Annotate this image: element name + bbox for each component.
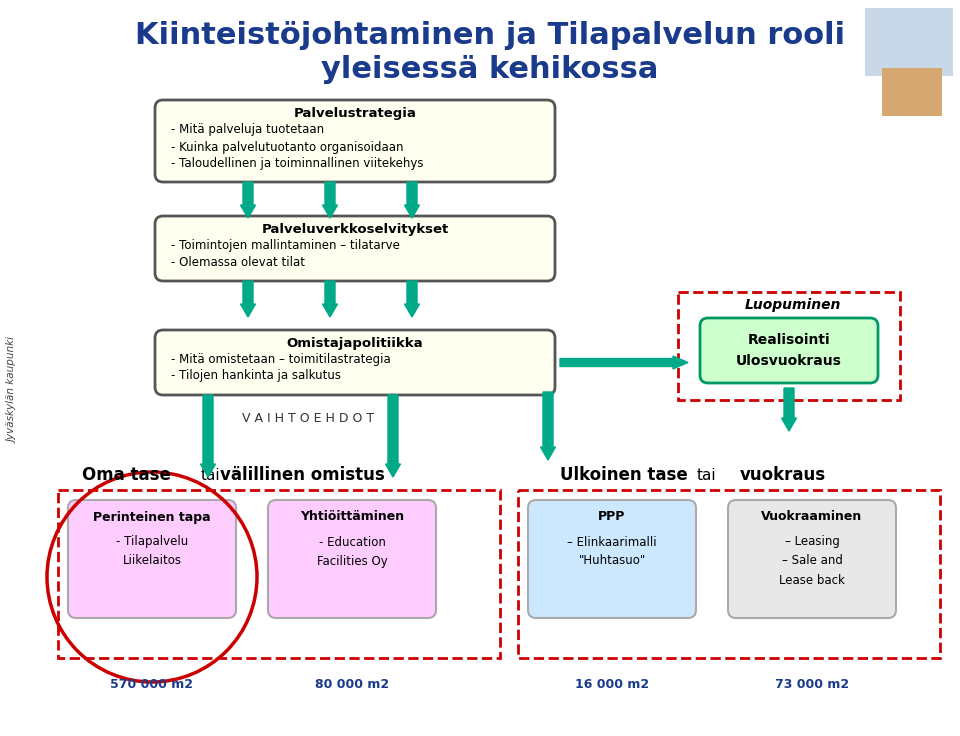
Polygon shape bbox=[540, 392, 556, 460]
Text: - Education: - Education bbox=[319, 536, 385, 548]
Text: välillinen omistus: välillinen omistus bbox=[220, 466, 384, 484]
Text: "Huhtasuo": "Huhtasuo" bbox=[578, 554, 646, 567]
Text: 16 000 m2: 16 000 m2 bbox=[575, 679, 649, 692]
Text: Luopuminen: Luopuminen bbox=[745, 298, 841, 312]
Text: Facilities Oy: Facilities Oy bbox=[317, 554, 388, 567]
Text: 80 000 m2: 80 000 m2 bbox=[315, 679, 389, 692]
Text: Realisointi
Ulosvuokraus: Realisointi Ulosvuokraus bbox=[736, 333, 842, 368]
Polygon shape bbox=[323, 182, 338, 218]
Text: - Taloudellinen ja toiminnallinen viitekehys: - Taloudellinen ja toiminnallinen viitek… bbox=[171, 158, 423, 171]
Text: Vuokraaminen: Vuokraaminen bbox=[761, 511, 863, 523]
Bar bbox=[678, 292, 900, 400]
Text: - Toimintojen mallintaminen – tilatarve: - Toimintojen mallintaminen – tilatarve bbox=[171, 238, 400, 252]
Bar bbox=[58, 490, 500, 658]
Text: Palveluverkkoselvitykset: Palveluverkkoselvitykset bbox=[261, 222, 448, 236]
FancyBboxPatch shape bbox=[155, 100, 555, 182]
Polygon shape bbox=[241, 281, 255, 317]
Text: Lease back: Lease back bbox=[780, 573, 845, 587]
Text: 73 000 m2: 73 000 m2 bbox=[775, 679, 849, 692]
Polygon shape bbox=[560, 356, 688, 369]
Text: - Mitä palveluja tuotetaan: - Mitä palveluja tuotetaan bbox=[171, 124, 324, 136]
Text: Perinteinen tapa: Perinteinen tapa bbox=[93, 511, 211, 523]
Text: Ulkoinen tase: Ulkoinen tase bbox=[560, 466, 687, 484]
Text: – Elinkaarimalli: – Elinkaarimalli bbox=[567, 536, 657, 548]
Text: Kiinteistöjohtaminen ja Tilapalvelun rooli: Kiinteistöjohtaminen ja Tilapalvelun roo… bbox=[135, 21, 845, 51]
Bar bbox=[518, 490, 940, 658]
Bar bbox=[882, 68, 942, 116]
Text: - Mitä omistetaan – toimitilastrategia: - Mitä omistetaan – toimitilastrategia bbox=[171, 353, 391, 366]
Text: - Tilojen hankinta ja salkutus: - Tilojen hankinta ja salkutus bbox=[171, 369, 341, 383]
Text: – Leasing: – Leasing bbox=[784, 536, 839, 548]
Text: V A I H T O E H D O T: V A I H T O E H D O T bbox=[242, 411, 374, 425]
Text: Oma tase: Oma tase bbox=[82, 466, 171, 484]
Polygon shape bbox=[201, 395, 215, 477]
Text: 570 000 m2: 570 000 m2 bbox=[110, 679, 194, 692]
Text: Palvelustrategia: Palvelustrategia bbox=[294, 107, 417, 121]
Text: Omistajapolitiikka: Omistajapolitiikka bbox=[287, 336, 423, 350]
FancyBboxPatch shape bbox=[155, 216, 555, 281]
Polygon shape bbox=[386, 395, 400, 477]
Text: - Olemassa olevat tilat: - Olemassa olevat tilat bbox=[171, 255, 305, 269]
FancyBboxPatch shape bbox=[700, 318, 878, 383]
Polygon shape bbox=[241, 182, 255, 218]
Text: Jyväskylän kaupunki: Jyväskylän kaupunki bbox=[8, 337, 18, 443]
Polygon shape bbox=[404, 281, 420, 317]
Text: yleisessä kehikossa: yleisessä kehikossa bbox=[322, 55, 659, 85]
Polygon shape bbox=[404, 182, 420, 218]
FancyBboxPatch shape bbox=[155, 330, 555, 395]
Text: tai: tai bbox=[201, 467, 220, 483]
Text: – Sale and: – Sale and bbox=[781, 554, 843, 567]
Polygon shape bbox=[323, 281, 338, 317]
Text: Liikelaitos: Liikelaitos bbox=[123, 554, 181, 567]
FancyBboxPatch shape bbox=[528, 500, 696, 618]
Bar bbox=[865, 8, 953, 76]
Polygon shape bbox=[781, 388, 797, 431]
Text: vuokraus: vuokraus bbox=[740, 466, 827, 484]
Text: - Kuinka palvelutuotanto organisoidaan: - Kuinka palvelutuotanto organisoidaan bbox=[171, 141, 403, 154]
FancyBboxPatch shape bbox=[268, 500, 436, 618]
FancyBboxPatch shape bbox=[728, 500, 896, 618]
Text: tai: tai bbox=[696, 467, 716, 483]
Text: - Tilapalvelu: - Tilapalvelu bbox=[116, 536, 188, 548]
Text: Yhtiöittäminen: Yhtiöittäminen bbox=[300, 511, 404, 523]
Text: PPP: PPP bbox=[598, 511, 626, 523]
FancyBboxPatch shape bbox=[68, 500, 236, 618]
